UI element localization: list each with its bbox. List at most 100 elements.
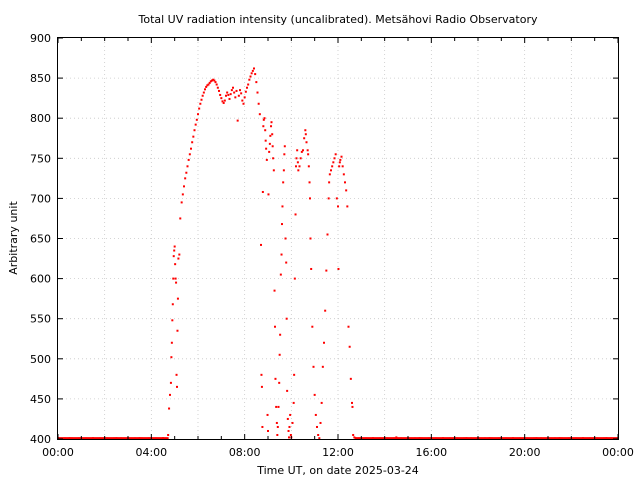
data-point <box>317 433 320 436</box>
data-point-baseline <box>481 437 484 440</box>
data-point-baseline <box>355 437 358 440</box>
data-point <box>176 329 179 332</box>
data-point <box>177 257 180 260</box>
data-point-baseline <box>522 437 525 440</box>
data-point <box>305 141 308 144</box>
data-point-baseline <box>575 437 577 440</box>
data-point-baseline <box>137 437 140 440</box>
data-point <box>218 89 220 92</box>
data-point-baseline <box>473 437 476 440</box>
data-point <box>260 243 262 246</box>
data-point-baseline <box>410 437 413 440</box>
x-tick-label: 00:00 <box>42 446 74 459</box>
data-point-baseline <box>440 437 443 440</box>
data-point <box>272 169 275 172</box>
data-point-baseline <box>109 437 112 440</box>
data-point <box>193 129 196 132</box>
data-point <box>202 91 205 94</box>
data-point <box>236 119 239 122</box>
data-point-baseline <box>124 437 127 440</box>
data-point-baseline <box>514 437 517 440</box>
data-point-baseline <box>540 437 542 440</box>
data-point-baseline <box>356 437 359 440</box>
data-point-baseline <box>101 437 104 440</box>
data-point <box>213 79 216 82</box>
data-point-baseline <box>494 437 497 440</box>
data-point-baseline <box>397 437 400 440</box>
data-point-baseline <box>95 437 98 440</box>
data-point <box>287 429 290 432</box>
data-point-baseline <box>608 437 611 440</box>
grid-layer <box>58 38 618 439</box>
data-point-baseline <box>423 437 426 440</box>
data-point <box>338 161 341 164</box>
data-point-baseline <box>577 437 580 440</box>
data-point <box>327 197 330 200</box>
data-point-baseline <box>454 437 457 440</box>
data-point <box>294 213 297 216</box>
data-point <box>324 309 327 312</box>
data-point <box>320 401 323 404</box>
data-point-baseline <box>487 437 490 440</box>
chart-title: Total UV radiation intensity (uncalibrat… <box>138 13 538 26</box>
data-point <box>284 237 287 240</box>
data-point-baseline <box>135 437 138 440</box>
data-point <box>239 89 241 92</box>
data-point-baseline <box>534 437 537 440</box>
data-point-baseline <box>472 437 475 440</box>
data-point-baseline <box>136 437 139 440</box>
data-point <box>170 356 173 359</box>
data-point <box>186 165 189 168</box>
data-point-baseline <box>145 437 148 440</box>
data-point <box>172 255 175 258</box>
data-point-baseline <box>104 437 107 440</box>
data-points <box>57 67 619 440</box>
data-point <box>263 117 266 120</box>
data-point-baseline <box>544 437 547 440</box>
data-point-baseline <box>396 437 399 440</box>
data-point <box>272 157 275 160</box>
data-point-baseline <box>376 437 379 440</box>
data-point-baseline <box>118 437 121 440</box>
data-point-baseline <box>394 437 397 440</box>
data-point-baseline <box>442 437 444 440</box>
data-point-baseline <box>457 437 460 440</box>
data-point-baseline <box>388 437 391 440</box>
data-point-baseline <box>530 437 533 440</box>
data-point <box>173 249 176 252</box>
data-point <box>338 165 341 168</box>
y-tick-label: 900 <box>30 32 51 45</box>
data-point-baseline <box>592 437 595 440</box>
data-point-baseline <box>601 437 604 440</box>
data-point <box>223 99 226 102</box>
data-point-baseline <box>506 437 509 440</box>
data-point-baseline <box>366 437 369 440</box>
data-point-baseline <box>465 437 468 440</box>
data-point-baseline <box>123 437 126 440</box>
data-point-baseline <box>543 437 546 440</box>
data-point <box>312 365 315 368</box>
data-point <box>304 133 307 136</box>
data-point <box>255 81 258 84</box>
data-point-baseline <box>501 437 504 440</box>
data-point <box>314 413 317 416</box>
data-point-baseline <box>548 437 551 440</box>
data-point-baseline <box>486 437 489 440</box>
data-point <box>289 413 292 416</box>
data-point-baseline <box>148 437 150 440</box>
data-point <box>283 153 286 156</box>
data-point-baseline <box>358 437 360 440</box>
data-point-baseline <box>116 437 119 440</box>
data-point-baseline <box>164 437 167 440</box>
data-point-baseline <box>598 437 601 440</box>
data-point-baseline <box>100 437 103 440</box>
data-point-baseline <box>520 437 523 440</box>
data-point-baseline <box>94 437 97 440</box>
data-point-baseline <box>559 437 562 440</box>
data-point-baseline <box>489 437 492 440</box>
data-point <box>215 83 218 86</box>
data-point <box>267 429 269 432</box>
data-point-baseline <box>480 437 483 440</box>
data-point-baseline <box>398 437 401 440</box>
